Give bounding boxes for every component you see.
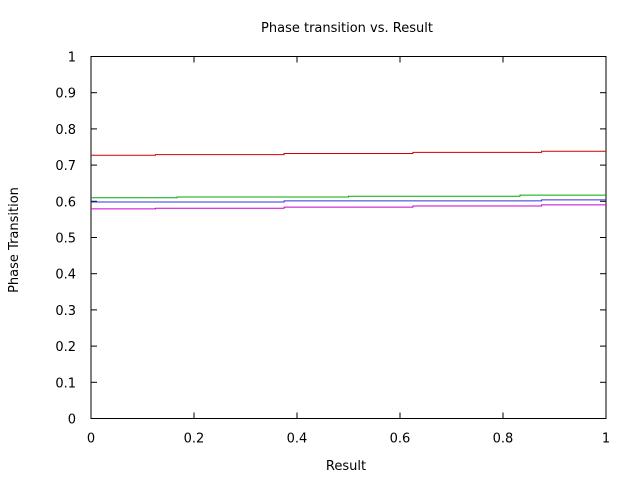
x-tick-label: 0.4: [287, 432, 308, 447]
y-tick-label: 0.8: [55, 123, 76, 138]
y-tick-label: 0.7: [55, 159, 76, 174]
y-axis-label: Phase Transition: [7, 187, 22, 293]
x-tick-label: 0.2: [184, 432, 205, 447]
series-line-1: [91, 150, 606, 156]
y-tick-label: 0.2: [55, 340, 76, 355]
x-tick-label: 0: [87, 432, 95, 447]
series-line-2: [91, 194, 606, 199]
y-tick-label: 0.4: [55, 268, 76, 283]
x-axis-label: Result: [326, 459, 366, 474]
x-tick-label: 1: [602, 432, 610, 447]
chart-title: Phase transition vs. Result: [261, 21, 433, 36]
y-tick-label: 0.3: [55, 304, 76, 319]
y-tick-label: 0.6: [55, 195, 76, 210]
y-tick-label: 0: [68, 413, 76, 428]
y-tick-label: 1: [68, 51, 76, 66]
y-tick-label: 0.1: [55, 376, 76, 391]
plot-frame: [90, 56, 607, 419]
series-line-4: [91, 204, 606, 210]
y-tick-label: 0.5: [55, 232, 76, 247]
x-tick-label: 0.8: [493, 432, 514, 447]
series-line-3: [91, 199, 606, 203]
y-tick-label: 0.9: [55, 87, 76, 102]
x-tick-label: 0.6: [390, 432, 411, 447]
